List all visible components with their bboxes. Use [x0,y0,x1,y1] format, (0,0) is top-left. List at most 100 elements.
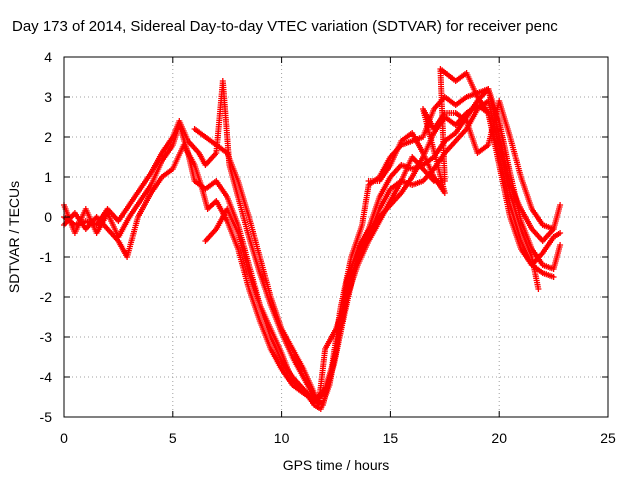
x-tick-label: 20 [491,430,507,446]
data-point [126,256,128,258]
data-point [542,240,544,242]
data-point [389,176,391,178]
data-point [259,256,261,258]
y-tick-label: 2 [44,129,52,145]
y-tick-label: -2 [40,289,53,305]
data-point [542,272,544,274]
data-point [422,180,424,182]
data-point [85,220,87,222]
data-point [270,328,272,330]
data-point [172,168,174,170]
data-point [422,108,424,110]
data-point [183,144,185,146]
data-point [476,152,479,154]
data-point [302,368,304,370]
data-point [433,108,435,110]
data-point [281,368,283,370]
data-point [150,192,152,194]
data-point [487,88,489,90]
y-axis-label: SDTVAR / TECUs [6,181,22,293]
data-point [368,180,370,182]
data-point [378,180,381,182]
data-point [96,232,98,234]
data-point [542,252,544,254]
data-point [433,168,435,170]
data-point [324,348,326,350]
data-point [193,180,196,182]
data-point [444,192,446,194]
data-point [215,200,217,202]
x-tick-label: 0 [60,430,68,446]
data-point [476,96,479,98]
data-point [259,320,261,322]
data-point [139,188,141,190]
data-point [350,256,352,258]
data-point [389,188,391,190]
data-point [476,104,479,106]
data-point [400,180,402,182]
data-point [207,208,209,210]
data-point [222,80,224,82]
data-point [150,172,152,174]
data-point [455,132,457,134]
data-point [433,128,435,130]
data-point [259,272,261,274]
data-point [465,120,468,122]
data-point [531,208,533,210]
data-point [346,296,348,298]
x-tick-label: 25 [600,430,616,446]
data-point [248,236,250,238]
data-point [317,404,320,406]
data-point [531,264,533,266]
data-point [237,224,239,226]
data-point [400,192,402,194]
data-point [422,164,424,166]
data-point [498,164,500,166]
data-point [520,176,522,178]
data-point [237,180,239,182]
data-point [302,392,304,394]
tick-marks [63,56,609,418]
data-point [531,228,533,230]
data-point [198,152,200,154]
data-point [378,208,381,210]
data-point [361,224,363,226]
data-point [498,136,500,138]
data-point [74,224,76,226]
data-point [117,236,119,238]
data-point [320,408,322,410]
data-point [389,204,391,206]
data-point [455,112,457,114]
data-point [422,136,424,138]
data-point [161,176,163,178]
data-point [368,184,370,186]
y-tick-label: -5 [40,409,53,425]
y-tick-label: -3 [40,329,53,345]
data-point [302,376,304,378]
data-point [553,276,555,278]
data-point [237,232,239,234]
data-point [411,156,413,158]
data-point [455,124,457,126]
data-point [281,352,283,354]
data-point [400,164,402,166]
data-point [172,136,174,138]
data-point [291,356,294,358]
data-point [389,164,391,166]
data-point [85,208,87,210]
data-point [313,404,315,406]
data-point [150,184,152,186]
data-point [411,168,413,170]
data-point [74,232,76,234]
data-point [476,108,479,110]
data-point [96,224,98,226]
data-point [248,216,250,218]
data-point [455,104,457,106]
data-point [389,156,391,158]
data-point [487,144,489,146]
data-point [559,232,561,234]
data-point [270,296,272,298]
data-point [378,196,381,198]
data-point [237,248,239,250]
data-point [237,196,239,198]
